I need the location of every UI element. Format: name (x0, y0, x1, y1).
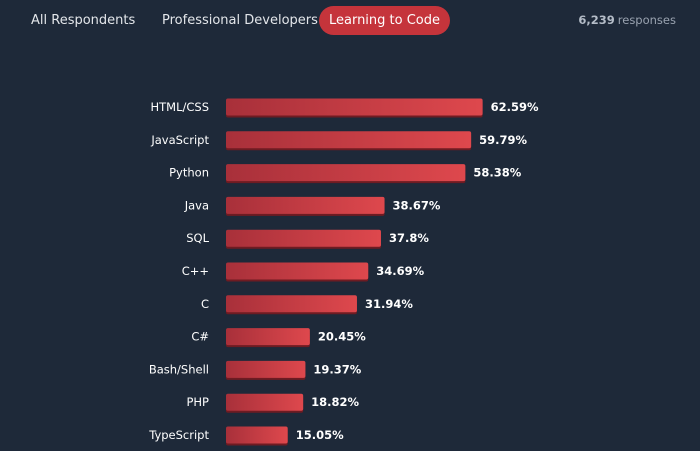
category-label: TypeScript (148, 428, 209, 442)
value-label: 58.38% (473, 166, 521, 180)
category-label: SQL (186, 231, 209, 245)
bar (226, 360, 306, 378)
bar (226, 131, 472, 149)
value-label: 18.82% (311, 395, 359, 409)
category-label: C++ (182, 264, 209, 278)
category-label: JavaScript (150, 133, 209, 147)
tab-professional-developers[interactable]: Professional Developers (162, 13, 318, 28)
responses-number: 6,239 (578, 13, 615, 27)
value-label: 34.69% (376, 264, 424, 278)
category-label: C (201, 297, 209, 311)
category-label: Bash/Shell (149, 362, 209, 376)
category-label: Java (184, 198, 209, 212)
audience-tab-bar: All Respondents Professional Developers … (0, 0, 700, 40)
value-label: 38.67% (393, 198, 441, 212)
value-label: 20.45% (318, 330, 366, 344)
category-label: HTML/CSS (150, 100, 209, 114)
responses-label: responses (617, 13, 676, 27)
bar (226, 426, 288, 444)
bar (226, 393, 304, 411)
category-label: Python (169, 166, 209, 180)
bar (226, 262, 369, 280)
value-label: 19.37% (313, 362, 361, 376)
bar (226, 196, 385, 214)
category-label: PHP (186, 395, 209, 409)
bar (226, 98, 483, 116)
value-label: 59.79% (479, 133, 527, 147)
tab-learning-to-code[interactable]: Learning to Code (319, 6, 450, 35)
bar (226, 229, 381, 247)
bar (226, 295, 357, 313)
tab-all-respondents[interactable]: All Respondents (31, 13, 136, 28)
responses-count: 6,239 responses (578, 13, 676, 27)
bar (226, 164, 466, 182)
value-label: 62.59% (491, 100, 539, 114)
category-label: C# (191, 330, 209, 344)
value-label: 37.8% (389, 231, 429, 245)
value-label: 15.05% (296, 428, 344, 442)
bar (226, 328, 310, 346)
value-label: 31.94% (365, 297, 413, 311)
